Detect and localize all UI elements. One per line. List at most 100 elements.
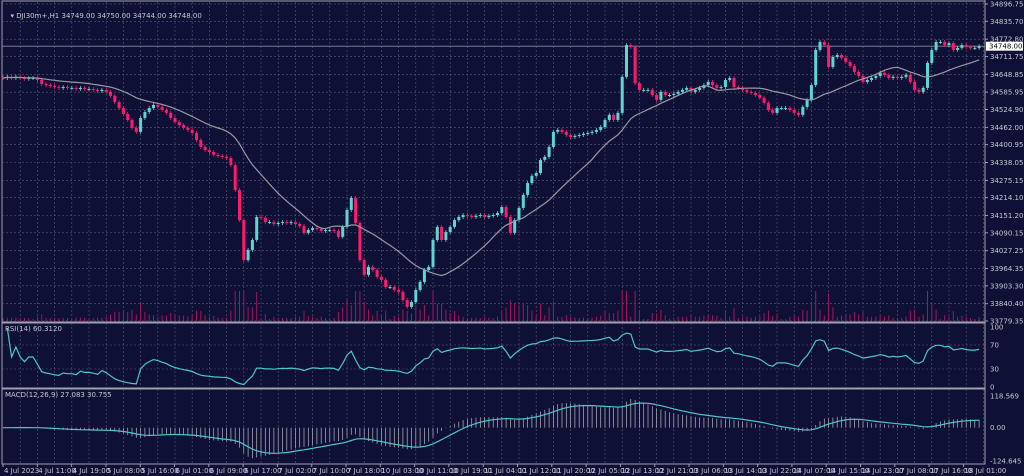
bear-candle xyxy=(375,270,379,277)
dropdown-triangle-icon[interactable]: ▾ xyxy=(10,12,17,20)
bear-candle xyxy=(156,104,160,107)
bear-candle xyxy=(913,81,917,90)
bull-candle xyxy=(474,215,478,217)
time-tick-label: 10 Jul 19:00 xyxy=(450,467,492,475)
bull-candle xyxy=(388,287,392,289)
bear-candle xyxy=(650,89,654,95)
bear-candle xyxy=(35,77,39,80)
bear-candle xyxy=(263,217,267,223)
bull-candle xyxy=(246,249,250,261)
bull-candle xyxy=(444,232,448,240)
time-tick-label: 7 Jul 18:00 xyxy=(347,467,385,475)
bull-candle xyxy=(453,220,456,227)
panel-frame-1 xyxy=(1,322,986,389)
bull-candle xyxy=(431,239,435,267)
bull-candle xyxy=(625,45,628,77)
bear-candle xyxy=(483,214,487,217)
bear-candle xyxy=(788,108,792,111)
bull-candle xyxy=(152,104,155,109)
bear-candle xyxy=(57,87,61,89)
price-tick-label: 34027.25 xyxy=(990,247,1023,255)
price-tick-label: 33840.40 xyxy=(990,300,1023,308)
bull-candle xyxy=(526,182,530,195)
bear-candle xyxy=(66,87,69,89)
time-tick-label: 10 Jul 03:00 xyxy=(381,467,423,475)
bull-candle xyxy=(891,76,895,78)
bear-candle xyxy=(857,72,861,76)
bear-candle xyxy=(762,97,766,103)
price-tick-label: 34151.20 xyxy=(990,212,1023,220)
bull-candle xyxy=(706,81,710,86)
bear-candle xyxy=(951,43,955,50)
bear-candle xyxy=(371,266,375,271)
bull-candle xyxy=(61,87,65,89)
price-tick-label: 34462.00 xyxy=(990,124,1023,132)
bear-candle xyxy=(74,87,78,90)
bear-candle xyxy=(238,190,241,221)
bull-candle xyxy=(926,62,929,88)
bull-candle xyxy=(324,230,327,232)
bull-candle xyxy=(139,117,143,132)
rsi-tick-label: 30 xyxy=(990,366,999,374)
bull-candle xyxy=(31,77,35,79)
time-tick-label: 11 Jul 20:00 xyxy=(553,467,595,475)
bull-candle xyxy=(878,72,882,76)
bull-candle xyxy=(70,87,74,89)
bull-candle xyxy=(874,75,878,78)
bear-candle xyxy=(908,74,912,82)
bear-candle xyxy=(302,226,306,233)
bull-candle xyxy=(250,239,254,250)
bull-candle xyxy=(577,134,581,136)
current-price-box xyxy=(986,41,1023,51)
bear-candle xyxy=(440,226,444,240)
bear-candle xyxy=(177,121,181,126)
bear-candle xyxy=(736,87,740,89)
time-tick-label: 6 Jul 01:00 xyxy=(176,467,214,475)
bull-candle xyxy=(435,226,439,240)
bear-candle xyxy=(44,83,48,86)
bull-candle xyxy=(306,230,310,233)
bull-candle xyxy=(427,266,431,271)
bear-candle xyxy=(173,117,177,122)
bull-candle xyxy=(900,76,904,78)
rsi-tick-label: 0 xyxy=(990,384,994,392)
time-tick-label: 14 Jul 15:00 xyxy=(827,467,869,475)
bear-candle xyxy=(969,47,972,49)
time-tick-label: 6 Jul 09:00 xyxy=(210,467,248,475)
macd-signal-line xyxy=(3,402,980,454)
bull-candle xyxy=(543,156,547,160)
bear-candle xyxy=(117,102,121,109)
bull-candle xyxy=(646,89,650,91)
bull-candle xyxy=(422,270,426,282)
bear-candle xyxy=(336,230,340,237)
bear-candle xyxy=(83,87,87,90)
bear-candle xyxy=(229,157,233,166)
bear-candle xyxy=(216,154,220,156)
bull-candle xyxy=(728,77,732,80)
bear-candle xyxy=(126,114,130,120)
bull-candle xyxy=(921,87,925,92)
bear-candle xyxy=(822,41,826,46)
bear-candle xyxy=(91,89,95,91)
bull-candle xyxy=(268,222,272,224)
macd-tick-label: -124.645 xyxy=(990,458,1021,466)
bear-candle xyxy=(560,129,564,132)
time-tick-label: 10 Jul 11:00 xyxy=(416,467,458,475)
time-tick-label: 11 Jul 12:00 xyxy=(519,467,561,475)
bear-candle xyxy=(182,125,186,128)
bull-candle xyxy=(255,216,259,240)
bull-candle xyxy=(414,289,418,303)
bull-candle xyxy=(809,85,813,100)
bear-candle xyxy=(169,112,173,118)
bull-candle xyxy=(934,41,938,50)
price-tick-label: 34648.85 xyxy=(990,71,1023,79)
bull-candle xyxy=(100,89,104,92)
bear-candle xyxy=(758,94,762,98)
time-tick-label: 17 Jul 16:00 xyxy=(930,467,972,475)
price-tick-label: 34214.10 xyxy=(990,194,1023,202)
bear-candle xyxy=(745,89,749,92)
bull-candle xyxy=(594,129,598,132)
macd-label: MACD(12,26,9) 27.083 30.755 xyxy=(5,391,112,399)
price-tick-label: 33964.35 xyxy=(990,265,1023,273)
